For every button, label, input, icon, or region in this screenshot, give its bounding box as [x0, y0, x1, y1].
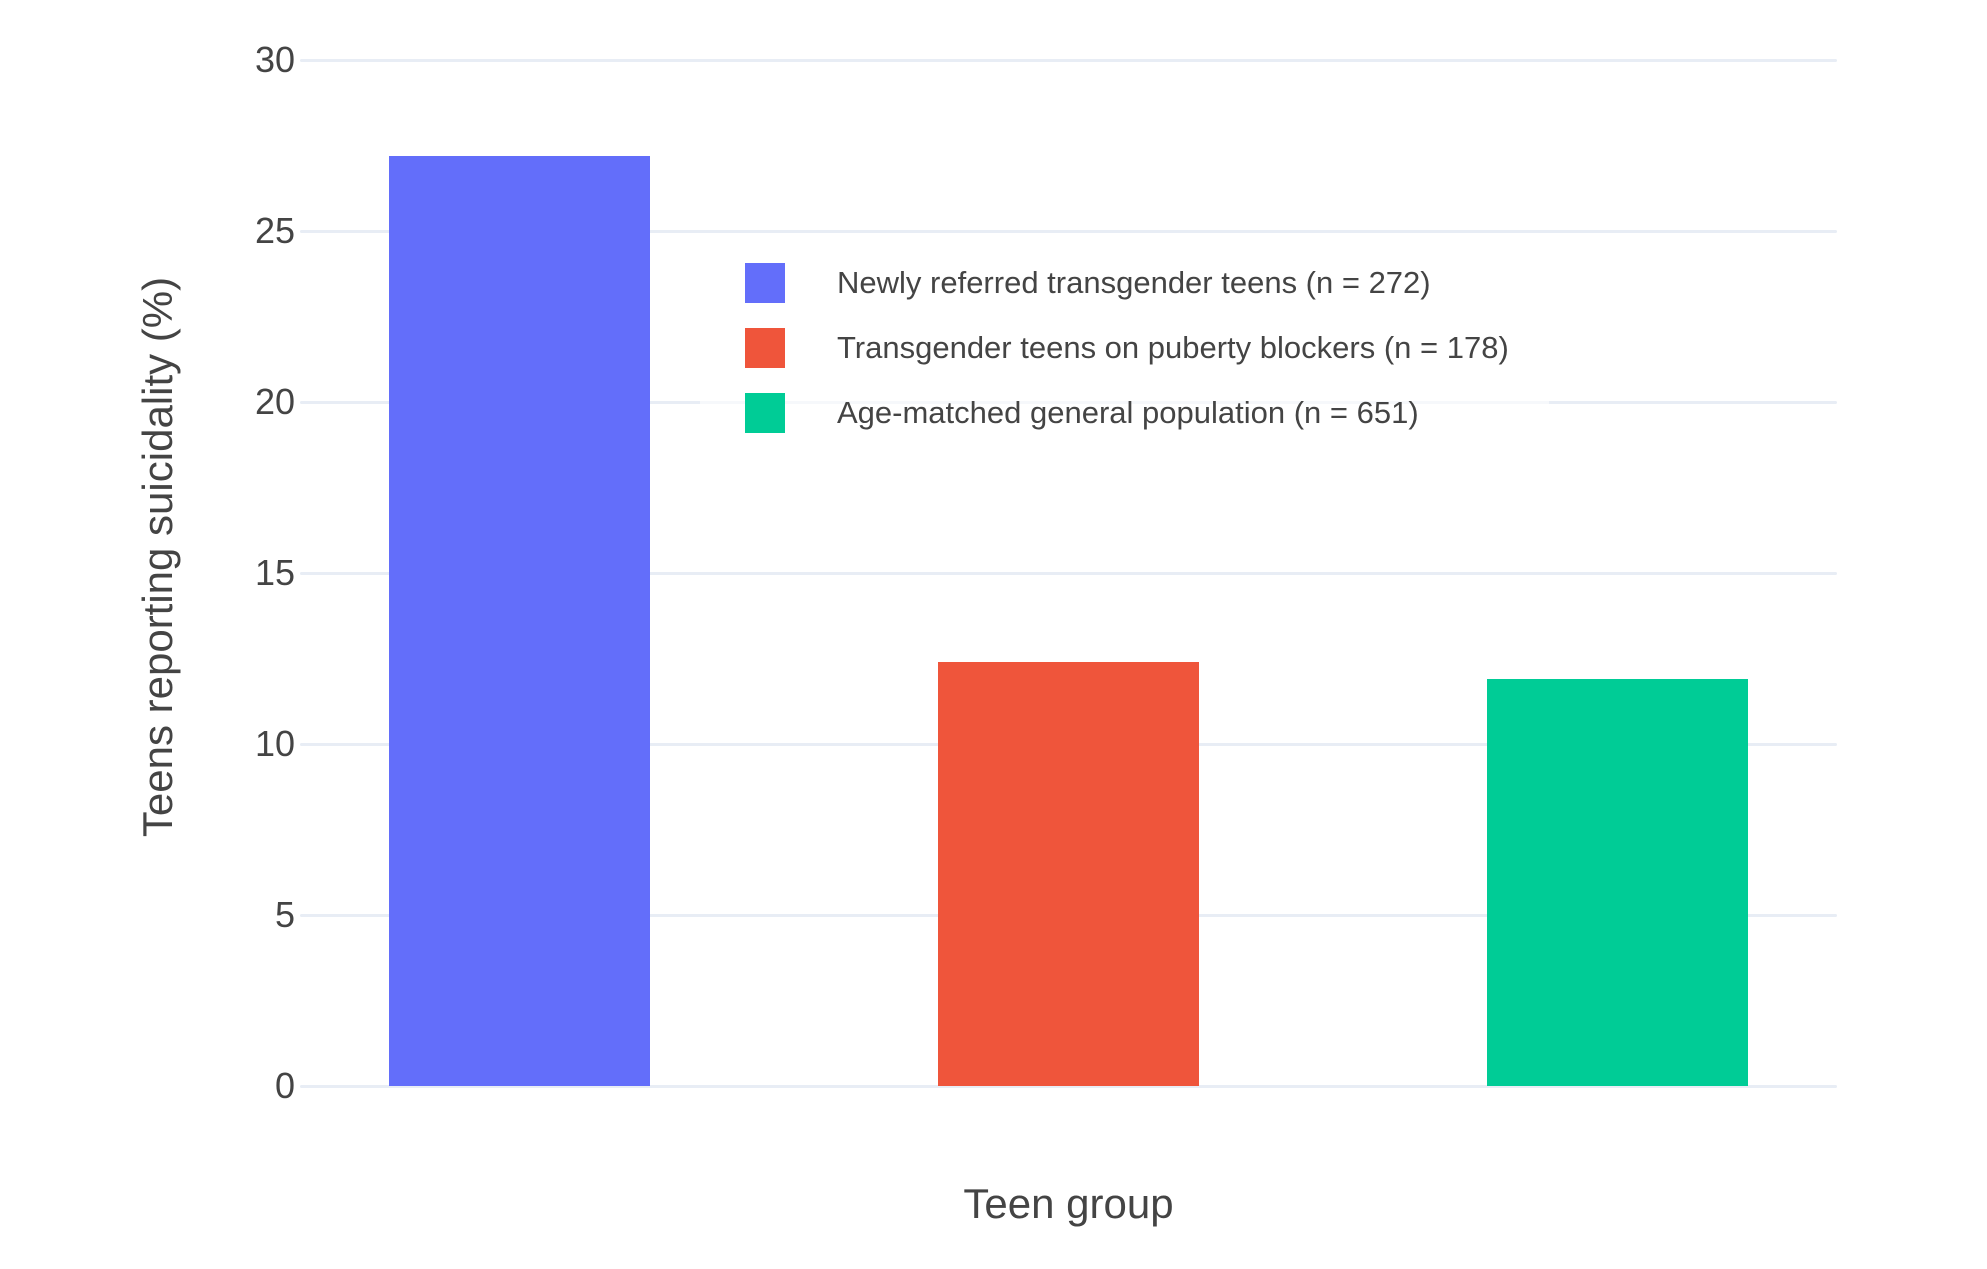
bar-teens-on-puberty-blockers: [937, 661, 1200, 1086]
y-tick-label-25: 25: [254, 210, 295, 251]
legend-item-newly-referred-teens[interactable]: Newly referred transgender teens (n = 27…: [745, 250, 1509, 315]
legend-color-swatch-icon: [745, 327, 785, 368]
legend-color-swatch-icon: [745, 262, 785, 303]
legend-color-swatch-icon: [745, 392, 785, 433]
gridline-0: [300, 1084, 1837, 1088]
gridline-15: [300, 571, 1837, 575]
y-tick-label-0: 0: [274, 1065, 295, 1106]
legend-label: Transgender teens on puberty blockers (n…: [837, 329, 1509, 365]
bar-general-population: [1486, 679, 1749, 1086]
legend: Newly referred transgender teens (n = 27…: [700, 237, 1549, 457]
y-tick-label-20: 20: [254, 381, 295, 422]
x-axis-title: Teen group: [963, 1180, 1174, 1227]
gridline-25: [300, 229, 1837, 233]
legend-label: Newly referred transgender teens (n = 27…: [837, 264, 1431, 300]
gridline-30: [300, 58, 1837, 62]
y-axis-title: Teens reporting suicidality (%): [134, 276, 181, 838]
legend-item-teens-on-puberty-blockers[interactable]: Transgender teens on puberty blockers (n…: [745, 315, 1509, 380]
legend-label: Age-matched general population (n = 651): [837, 394, 1419, 430]
y-tick-label-10: 10: [254, 723, 295, 764]
y-tick-label-30: 30: [254, 39, 295, 80]
bar-newly-referred-teens: [388, 155, 651, 1086]
y-tick-label-5: 5: [274, 894, 295, 935]
y-tick-label-15: 15: [254, 552, 295, 593]
legend-item-general-population[interactable]: Age-matched general population (n = 651): [745, 380, 1509, 445]
